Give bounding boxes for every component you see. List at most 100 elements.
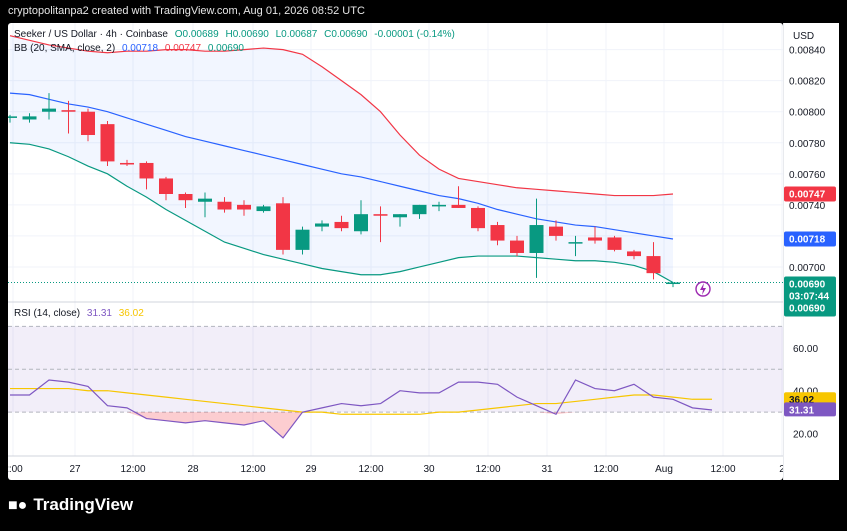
candle-body [627, 251, 641, 257]
candle [588, 226, 602, 244]
chart-canvas[interactable]: 2:00 27 12:00 28 12:00 29 12:00 30 12:00 31 12:00 A… [8, 23, 783, 480]
candle-body [393, 214, 407, 218]
candle-body [451, 204, 466, 208]
candle [178, 192, 193, 208]
rsi-label: RSI (14, close) [14, 308, 81, 319]
candle [607, 235, 622, 252]
candle-body [354, 214, 368, 232]
price-tick-label: 0.00820 [789, 77, 826, 88]
candle-body [646, 256, 661, 274]
price-tick-label: 0.00800 [789, 108, 826, 119]
bb-legend: BB (20, SMA, close, 2) 0.00718 0.00747 0… [14, 43, 248, 54]
candle [646, 242, 661, 280]
bb-upper-badge-text: 0.00747 [789, 189, 826, 200]
candle [354, 200, 368, 235]
time-tick-label: 12:00 [358, 464, 383, 475]
candle-body [315, 223, 329, 227]
candle-body [471, 207, 485, 229]
candle-body [510, 240, 524, 253]
candle-body [276, 203, 290, 250]
candle [120, 159, 134, 167]
rsi-tick-label: 40.00 [793, 387, 818, 398]
bb-lower-line [9, 142, 674, 284]
time-tick-label: 30 [423, 464, 435, 475]
time-tick-label: 12:00 [240, 464, 265, 475]
candle-body [373, 214, 388, 216]
bb-mid-badge: 0.00718 [784, 231, 836, 247]
price-tick-label: 0.00760 [789, 170, 826, 181]
candle [8, 114, 17, 123]
bb-lower-value: 0.00690 [207, 43, 244, 54]
candle [451, 186, 466, 208]
time-tick-label: 12:00 [710, 464, 735, 475]
candle-body [490, 225, 505, 241]
currency-label: USD [793, 31, 814, 42]
lightning-bolt-icon [700, 283, 706, 295]
candle-body [8, 116, 17, 118]
candle-body [198, 198, 212, 202]
symbol-title: Seeker / US Dollar · 4h · Coinbase [14, 29, 168, 40]
candle-body [178, 193, 193, 201]
candle-body [607, 237, 622, 250]
close-value: C0.00690 [324, 29, 368, 40]
candle [334, 215, 349, 232]
rsi-tick-label: 20.00 [793, 430, 818, 441]
candle [432, 201, 446, 212]
candle [490, 221, 505, 246]
candle [393, 214, 407, 227]
candle [139, 161, 154, 190]
bb-mid-badge-text: 0.00718 [789, 235, 826, 246]
rsi-ma-badge-text: 36.02 [789, 395, 814, 406]
candle [159, 176, 173, 201]
candle [22, 113, 37, 123]
time-tick-label: 12:00 [593, 464, 618, 475]
rsi-ma-value: 36.02 [118, 308, 144, 319]
candle-body [568, 242, 583, 244]
candle-body [256, 206, 271, 212]
candle-body [237, 204, 251, 210]
candle [471, 206, 485, 232]
candle-body [139, 162, 154, 179]
price-tick-label: 0.00780 [789, 139, 826, 150]
candle [627, 249, 641, 260]
bb-mid-line [9, 92, 674, 240]
bb-band-fill [10, 35, 673, 283]
footer-bar [0, 481, 847, 531]
candle-body [412, 204, 427, 215]
attribution-text: cryptopolitanpa2 created with TradingVie… [8, 5, 365, 17]
candle [276, 197, 290, 255]
change-value: -0.00001 (-0.14%) [374, 29, 455, 40]
last-price-badge-text: 03:07:44 [789, 291, 829, 302]
rsi-legend: RSI (14, close) 31.31 36.02 [14, 308, 148, 319]
candle-body [588, 237, 602, 241]
price-axis-column[interactable]: USD 0.00840 0.00820 0.00800 0.00780 0.00760 0.… [782, 23, 839, 480]
candle-body [61, 110, 76, 112]
tradingview-logo-icon: ■● [8, 497, 28, 514]
rsi-value: 31.31 [86, 308, 112, 319]
high-value: H0.00690 [225, 29, 269, 40]
time-tick-label: Aug [655, 464, 673, 475]
rsi-badge-bg [784, 402, 836, 417]
candle-body [432, 204, 446, 207]
attribution-bar: cryptopolitanpa2 created with TradingVie… [0, 0, 847, 22]
candle [549, 220, 563, 241]
time-tick-label: 27 [69, 464, 81, 475]
candle [42, 93, 56, 120]
candle [81, 108, 95, 142]
last-price-badge-bg [784, 276, 836, 317]
candle-body [159, 178, 173, 194]
candle-body [334, 221, 349, 229]
candle [510, 235, 524, 257]
price-tick-label: 0.00700 [789, 263, 826, 274]
candle-body [81, 111, 95, 136]
price-axis[interactable]: USD 0.00840 0.00820 0.00800 0.00780 0.00760 0.… [782, 23, 839, 480]
candle-body [120, 162, 134, 165]
candle [61, 100, 76, 134]
candle-body [217, 201, 232, 210]
time-tick-label: 28 [187, 464, 199, 475]
price-tick-label: 0.00840 [789, 46, 826, 57]
chart-panel[interactable]: 2:00 27 12:00 28 12:00 29 12:00 30 12:00 31 12:00 A… [8, 23, 783, 480]
bb-label: BB (20, SMA, close, 2) [14, 43, 116, 54]
low-value: L0.00687 [275, 29, 318, 40]
time-tick-label: 12:00 [120, 464, 145, 475]
